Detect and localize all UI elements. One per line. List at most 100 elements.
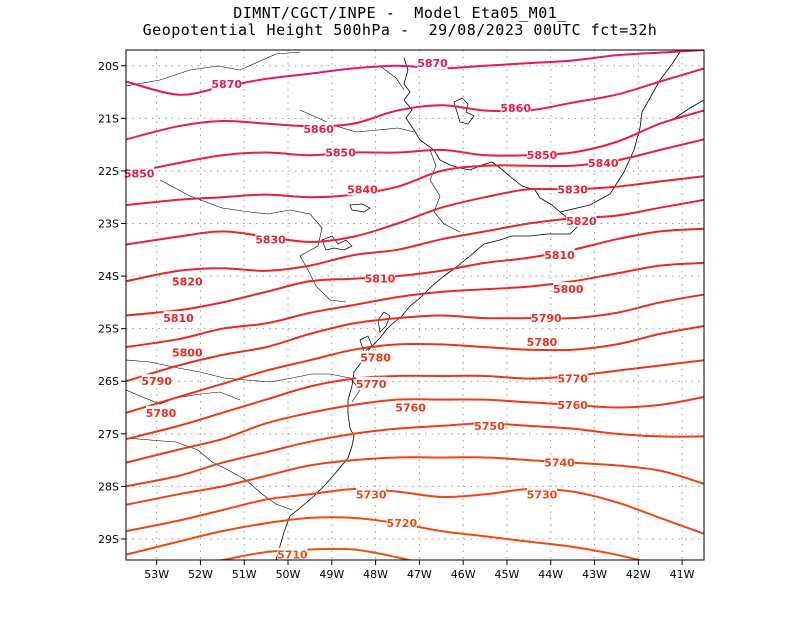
contour-label-bg — [395, 400, 426, 414]
contour-label-bg — [417, 56, 448, 70]
contour-label-bg — [360, 350, 391, 364]
contour-label-bg — [141, 374, 172, 388]
lon-tick-label: 44W — [538, 568, 563, 581]
lon-tick-label: 52W — [188, 568, 213, 581]
contour-label-bg — [386, 516, 417, 530]
contour-label: 5810 — [544, 249, 575, 262]
contour-label: 5860 — [303, 123, 334, 136]
contour-label-bg — [531, 311, 562, 325]
contour-label-bg — [163, 311, 194, 325]
contour-label: 5830 — [255, 233, 286, 246]
contour-5740 — [126, 456, 704, 506]
contour-label-bg — [557, 397, 588, 411]
contour-label: 5820 — [172, 275, 203, 288]
state-border — [126, 389, 241, 405]
state-border — [299, 109, 415, 133]
contour-label: 5780 — [527, 336, 558, 349]
coastline — [559, 51, 681, 213]
contour-5800 — [126, 261, 704, 349]
contour-label-bg — [526, 487, 557, 501]
lon-tick-label: 50W — [276, 568, 301, 581]
map-title: DIMNT/CGCT/INPE - Model Eta05_M01_ Geopo… — [0, 5, 800, 39]
contour-5760 — [126, 396, 704, 464]
contour-5840 — [126, 138, 704, 207]
contour-label-bg — [526, 148, 557, 162]
reservoir — [349, 203, 371, 213]
lat-tick-label: 22S — [98, 165, 119, 178]
coastline-and-borders — [126, 51, 704, 560]
contour-label: 5720 — [387, 517, 418, 530]
contour-5820 — [126, 198, 704, 283]
lon-tick-label: 48W — [363, 568, 388, 581]
lat-tick-label: 26S — [98, 375, 119, 388]
lon-tick-label: 42W — [626, 568, 651, 581]
contour-label-bg — [544, 455, 575, 469]
lon-tick-label: 41W — [670, 568, 695, 581]
contour-label-bg — [588, 156, 619, 170]
title-line-1: DIMNT/CGCT/INPE - Model Eta05_M01_ — [233, 4, 567, 22]
contour-label: 5820 — [566, 215, 597, 228]
contour-label: 5860 — [500, 102, 531, 115]
contour-label-bg — [500, 100, 531, 114]
contour-label: 5760 — [557, 399, 588, 412]
contour-label: 5840 — [588, 157, 619, 170]
contour-label-bg — [325, 145, 356, 159]
coastline — [671, 99, 704, 121]
state-border — [379, 65, 405, 91]
contour-label: 5870 — [417, 57, 448, 70]
lon-tick-label: 46W — [451, 568, 476, 581]
state-border — [349, 377, 361, 403]
contour-label: 5710 — [277, 549, 308, 562]
contour-5720 — [126, 516, 644, 560]
contour-label: 5800 — [172, 346, 203, 359]
contour-5790 — [126, 293, 704, 383]
contour-label: 5810 — [163, 312, 194, 325]
contour-label: 5810 — [365, 273, 396, 286]
contour-label: 5790 — [141, 375, 172, 388]
lat-tick-label: 20S — [98, 60, 119, 73]
contour-label: 5840 — [347, 183, 378, 196]
contour-label: 5730 — [527, 488, 558, 501]
lon-tick-label: 43W — [582, 568, 607, 581]
contour-label-bg — [553, 282, 584, 296]
reservoir — [377, 311, 391, 333]
contour-label-bg — [172, 345, 203, 359]
state-border — [126, 51, 301, 87]
contour-label-bg — [526, 334, 557, 348]
contour-label-bg — [277, 547, 308, 561]
contour-5730 — [126, 487, 704, 535]
contour-5780 — [126, 325, 704, 414]
lon-tick-label: 53W — [144, 568, 169, 581]
reservoir — [453, 97, 475, 125]
contour-label-bg — [356, 487, 387, 501]
lat-tick-label: 28S — [98, 480, 119, 493]
reservoir — [321, 235, 353, 251]
lat-tick-label: 23S — [98, 218, 119, 231]
contour-5860 — [126, 67, 704, 141]
contour-label: 5850 — [325, 147, 356, 160]
contour-5750 — [126, 422, 704, 488]
contour-label-bg — [172, 274, 203, 288]
graticule — [126, 50, 704, 560]
contour-label: 5830 — [557, 183, 588, 196]
contour-label-bg — [124, 166, 155, 180]
plot-frame — [125, 49, 705, 561]
contour-5830 — [126, 175, 704, 246]
lon-tick-label: 47W — [407, 568, 432, 581]
contour-label: 5780 — [360, 352, 391, 365]
contour-label-bg — [303, 121, 334, 135]
reservoir — [359, 335, 373, 353]
contour-label: 5850 — [124, 168, 155, 181]
contour-label-bg — [474, 418, 505, 432]
contour-5770 — [126, 359, 704, 441]
lat-tick-label: 25S — [98, 323, 119, 336]
contour-label: 5730 — [356, 488, 387, 501]
contour-label: 5800 — [553, 283, 584, 296]
axis-ticks: 53W 52W 51W 50W 49W 48W 47W 46W 45W 44W 43W 42W 41W 2… — [98, 60, 695, 581]
contour-label-bg — [557, 182, 588, 196]
contour-label: 5870 — [211, 78, 242, 91]
coastline — [275, 57, 579, 560]
contour-label: 5750 — [474, 420, 505, 433]
